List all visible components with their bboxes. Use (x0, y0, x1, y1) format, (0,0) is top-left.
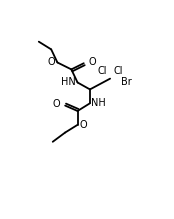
Text: O: O (53, 99, 61, 109)
Text: O: O (47, 57, 55, 67)
Text: NH: NH (92, 98, 106, 108)
Text: O: O (88, 57, 96, 67)
Text: Cl: Cl (98, 66, 107, 76)
Text: O: O (80, 120, 88, 130)
Text: HN: HN (61, 78, 76, 87)
Text: Cl: Cl (113, 66, 123, 76)
Text: Br: Br (121, 77, 132, 87)
